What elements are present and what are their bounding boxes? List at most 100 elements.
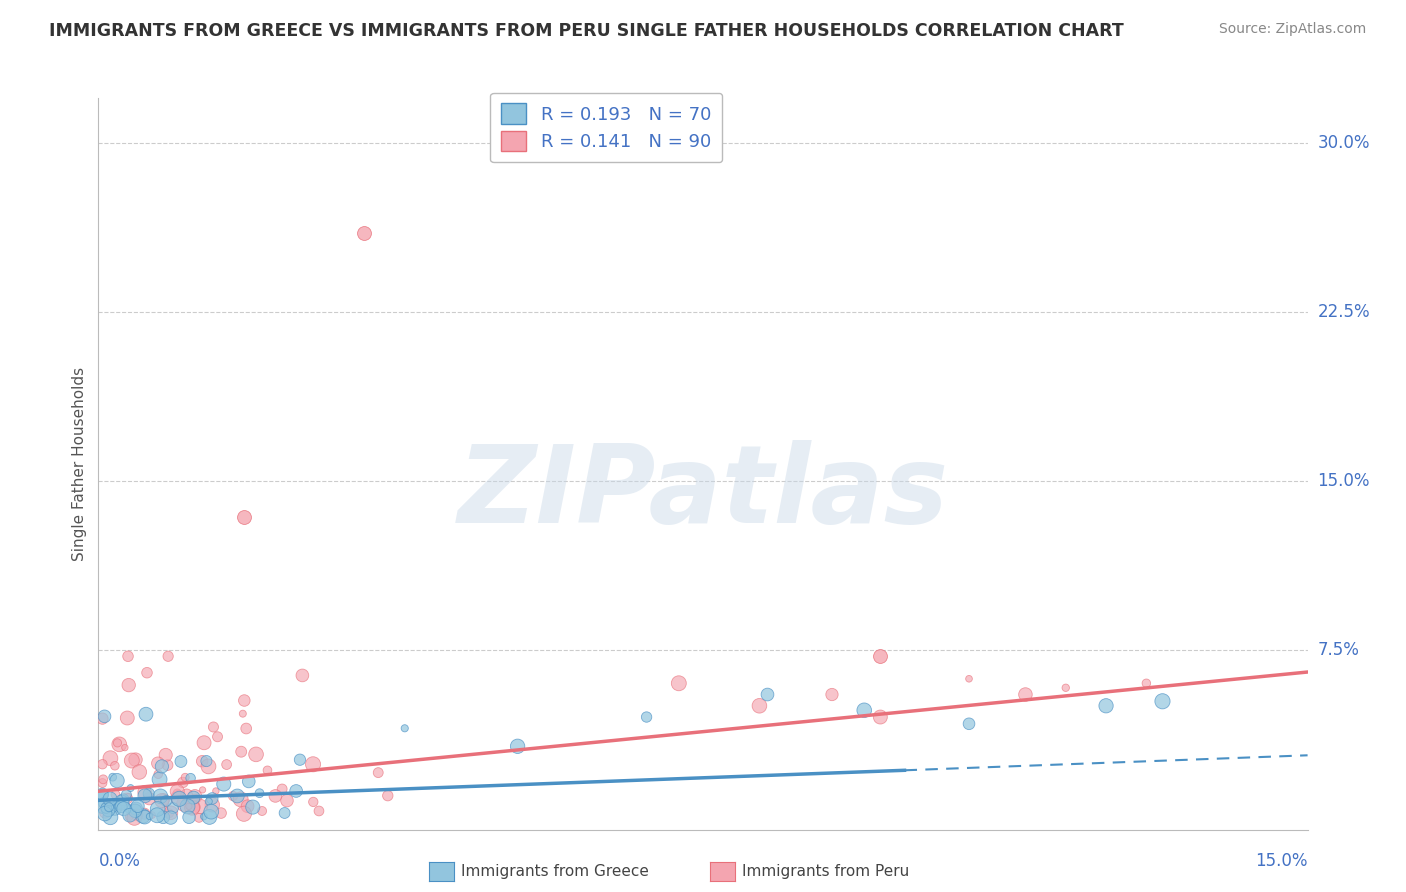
Point [150,793,173,807]
Point [1135,676,1157,690]
Text: Immigrants from Greece: Immigrants from Greece [461,864,650,879]
Text: 7.5%: 7.5% [1317,640,1360,658]
Point [157,649,180,664]
Point [1014,688,1036,702]
Point [1054,681,1077,695]
Point [134,806,156,821]
Point [91,788,114,802]
Point [141,808,163,822]
Point [128,764,150,779]
Point [94,806,117,821]
Text: Immigrants from Peru: Immigrants from Peru [742,864,910,879]
Point [125,801,148,815]
Point [215,757,238,772]
Point [197,759,219,773]
Point [160,805,183,820]
Point [150,759,173,773]
Point [155,794,177,808]
Point [166,786,188,800]
Point [157,806,180,821]
Point [100,751,122,765]
Point [233,693,256,707]
Point [191,754,214,768]
Legend: R = 0.193   N = 70, R = 0.141   N = 90: R = 0.193 N = 70, R = 0.141 N = 90 [491,93,723,162]
Point [117,789,139,804]
Point [191,783,214,797]
Point [200,805,222,819]
Point [134,810,156,824]
Point [242,800,264,814]
Point [101,800,124,814]
Point [162,801,184,815]
Point [118,808,141,822]
Point [146,756,169,771]
Point [146,808,169,822]
Point [668,676,690,690]
Text: 15.0%: 15.0% [1256,852,1308,870]
Point [148,767,170,781]
Point [148,772,170,787]
Point [180,771,202,785]
Point [91,800,114,814]
Point [232,706,254,721]
Point [96,798,118,813]
Point [91,712,114,726]
Point [367,765,389,780]
Point [245,747,267,762]
Point [183,790,205,805]
Point [94,805,117,820]
Point [101,770,124,784]
Point [232,806,254,821]
Point [117,802,139,816]
Point [169,792,191,806]
Point [957,716,980,731]
Point [238,774,260,789]
Point [188,811,211,825]
Point [91,776,114,790]
Point [1095,698,1118,713]
Point [212,777,235,791]
Point [112,793,135,807]
Point [118,678,141,692]
Point [115,791,138,805]
Point [229,792,252,806]
Point [104,801,127,815]
Point [107,736,129,750]
Point [117,711,139,725]
Point [181,800,204,814]
Point [176,799,198,814]
Point [124,804,146,818]
Point [209,806,232,821]
Point [188,799,211,814]
Point [177,799,200,814]
Point [176,788,198,802]
Point [183,800,205,814]
Point [135,707,157,722]
Text: 22.5%: 22.5% [1317,303,1369,321]
Point [302,795,325,809]
Point [821,688,844,702]
Point [207,730,229,744]
Text: 30.0%: 30.0% [1317,134,1369,153]
Point [256,764,278,778]
Point [138,809,160,823]
Point [756,688,779,702]
Point [869,710,891,724]
Point [98,810,121,824]
Point [174,770,197,784]
Point [249,786,271,800]
Point [173,797,195,811]
Point [124,811,146,825]
Point [235,722,257,736]
Point [124,753,146,767]
Point [236,799,259,814]
Point [288,753,311,767]
Point [110,797,132,811]
Text: ZIPatlas: ZIPatlas [457,440,949,546]
Point [153,803,176,817]
Point [153,792,176,806]
Point [1152,694,1174,708]
Point [853,703,876,717]
Point [231,745,253,759]
Point [170,755,193,769]
